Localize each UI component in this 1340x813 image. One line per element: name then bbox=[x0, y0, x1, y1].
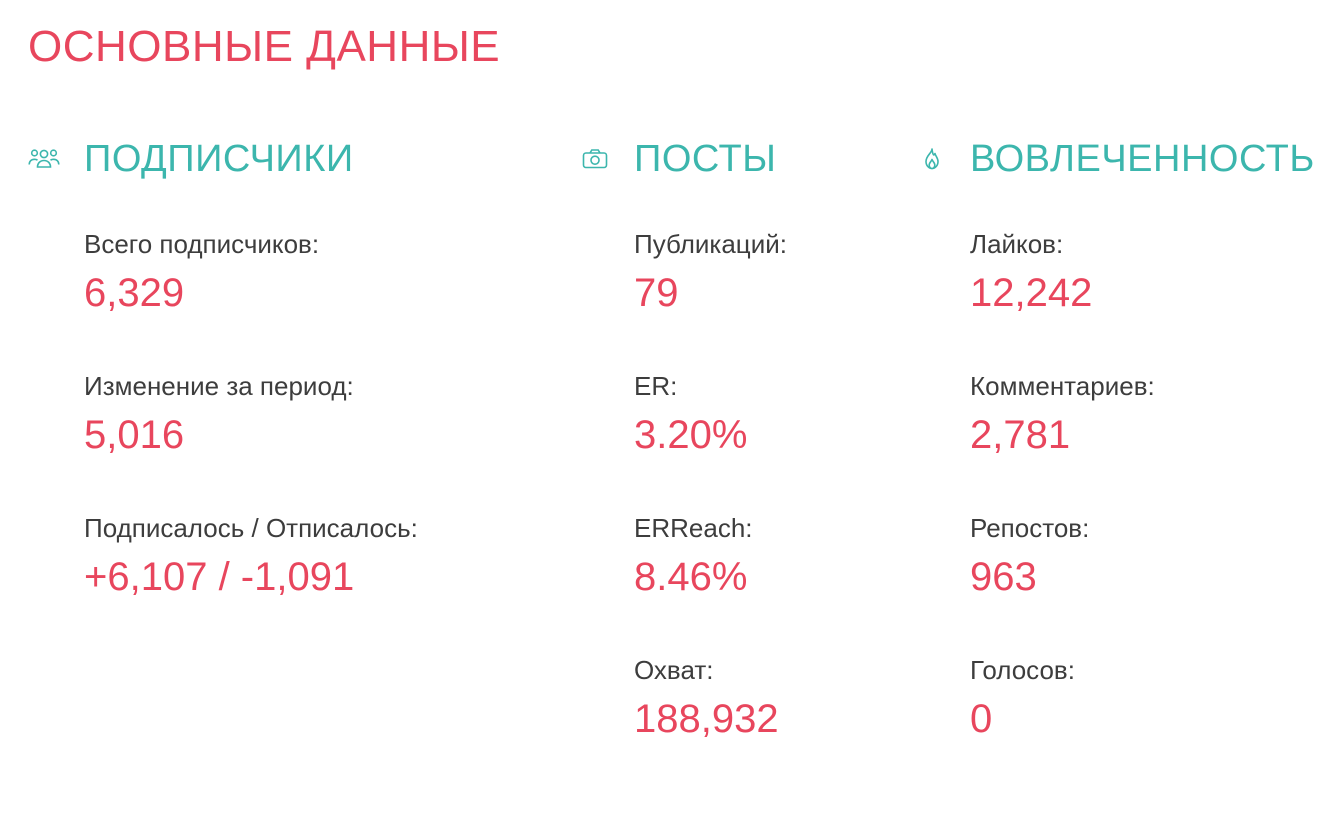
subscribers-title: ПОДПИСЧИКИ bbox=[84, 138, 354, 180]
metric-label: Голосов: bbox=[970, 655, 1075, 685]
metric-value: 188,932 bbox=[634, 697, 779, 741]
metric-er: ER: 3.20% bbox=[634, 370, 787, 512]
metric-value: 8.46% bbox=[634, 555, 748, 599]
flame-icon bbox=[922, 147, 948, 171]
metric-value: 12,242 bbox=[970, 271, 1093, 315]
metric-period-change: Изменение за период: 5,016 bbox=[84, 370, 418, 512]
metric-total-subscribers: Всего подписчиков: 6,329 bbox=[84, 228, 418, 370]
metric-label: Всего подписчиков: bbox=[84, 229, 320, 259]
metric-value: 0 bbox=[970, 697, 993, 741]
metric-label: Подписалось / Отписалось: bbox=[84, 513, 418, 543]
metric-value: +6,107 / -1,091 bbox=[84, 555, 355, 599]
posts-section: ПОСТЫ Публикаций: 79 ER: 3.20% ERReach: … bbox=[582, 136, 787, 741]
metric-label: Изменение за период: bbox=[84, 371, 354, 401]
metric-reposts: Репостов: 963 bbox=[970, 512, 1155, 654]
metric-reach: Охват: 188,932 bbox=[634, 654, 787, 796]
engagement-title: ВОВЛЕЧЕННОСТЬ bbox=[970, 138, 1315, 180]
metric-value: 6,329 bbox=[84, 271, 185, 315]
subscribers-metrics: Всего подписчиков: 6,329 Изменение за пе… bbox=[84, 228, 418, 654]
subscribers-section: ПОДПИСЧИКИ Всего подписчиков: 6,329 Изме… bbox=[28, 136, 418, 599]
posts-header: ПОСТЫ bbox=[582, 136, 776, 182]
metric-label: Лайков: bbox=[970, 229, 1064, 259]
engagement-section: ВОВЛЕЧЕННОСТЬ Лайков: 12,242 Комментарие… bbox=[922, 136, 1315, 741]
metric-label: Охват: bbox=[634, 655, 714, 685]
metric-erreach: ERReach: 8.46% bbox=[634, 512, 787, 654]
posts-title: ПОСТЫ bbox=[634, 138, 777, 180]
metric-value: 963 bbox=[970, 555, 1037, 599]
metric-likes: Лайков: 12,242 bbox=[970, 228, 1155, 370]
engagement-header: ВОВЛЕЧЕННОСТЬ bbox=[922, 136, 1315, 182]
posts-metrics: Публикаций: 79 ER: 3.20% ERReach: 8.46% … bbox=[634, 228, 787, 796]
metric-publications: Публикаций: 79 bbox=[634, 228, 787, 370]
metric-value: 5,016 bbox=[84, 413, 185, 457]
metric-label: ERReach: bbox=[634, 513, 753, 543]
subscribers-header: ПОДПИСЧИКИ bbox=[28, 136, 354, 182]
camera-icon bbox=[582, 147, 612, 171]
engagement-metrics: Лайков: 12,242 Комментариев: 2,781 Репос… bbox=[970, 228, 1155, 796]
metric-label: Публикаций: bbox=[634, 229, 787, 259]
metric-label: ER: bbox=[634, 371, 678, 401]
metric-value: 2,781 bbox=[970, 413, 1071, 457]
metric-label: Комментариев: bbox=[970, 371, 1155, 401]
page-title: ОСНОВНЫЕ ДАННЫЕ bbox=[28, 22, 501, 71]
metric-label: Репостов: bbox=[970, 513, 1090, 543]
users-icon bbox=[28, 147, 62, 171]
metric-comments: Комментариев: 2,781 bbox=[970, 370, 1155, 512]
metric-subscribed-unsubscribed: Подписалось / Отписалось: +6,107 / -1,09… bbox=[84, 512, 418, 654]
metric-value: 79 bbox=[634, 271, 679, 315]
metric-votes: Голосов: 0 bbox=[970, 654, 1155, 796]
metric-value: 3.20% bbox=[634, 413, 748, 457]
